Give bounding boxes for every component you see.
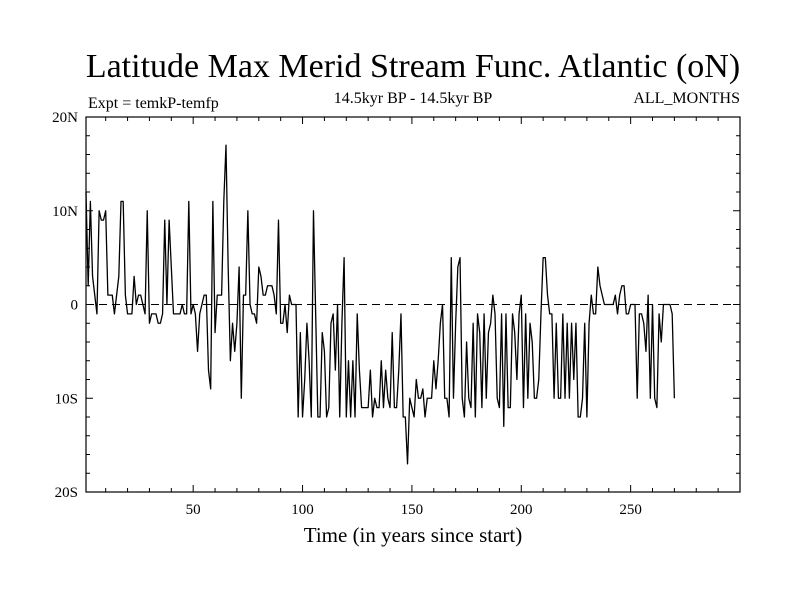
chart-title: Latitude Max Merid Stream Func. Atlantic… — [86, 48, 740, 85]
experiment-label: Expt = temkP-temfp — [88, 95, 219, 112]
y-tick-label: 10N — [52, 204, 78, 220]
x-tick-label: 150 — [401, 502, 424, 518]
x-tick-label: 250 — [619, 502, 642, 518]
y-tick-label: 20S — [55, 485, 78, 501]
months-label: ALL_MONTHS — [633, 90, 740, 107]
plot-frame — [85, 116, 741, 493]
x-tick-label: 100 — [291, 502, 314, 518]
y-tick-label: 0 — [71, 298, 79, 314]
x-tick-label: 200 — [510, 502, 533, 518]
series-line — [85, 144, 676, 465]
y-tick-label: 20N — [52, 110, 78, 126]
x-tick-label: 50 — [186, 502, 201, 518]
y-tick-label: 10S — [55, 391, 78, 407]
axis-ticks: 50 100 150 200 250 20N 10N 0 10S 20S — [52, 110, 740, 518]
series-layer — [85, 144, 676, 465]
x-axis-label: Time (in years since start) — [304, 523, 523, 547]
period-label: 14.5kyr BP - 14.5kyr BP — [334, 90, 493, 107]
